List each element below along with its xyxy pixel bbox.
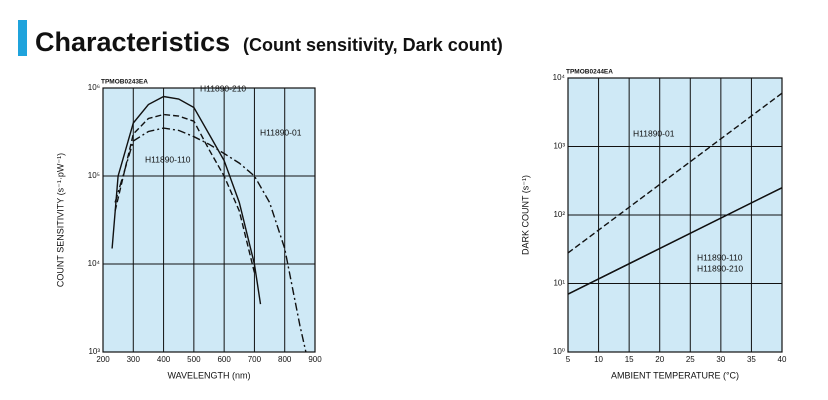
series-label: H11890-210 — [697, 263, 743, 273]
y-tick-label: 10³ — [88, 347, 100, 356]
y-tick-label: 10⁰ — [553, 347, 565, 356]
x-tick-label: 500 — [187, 355, 201, 364]
x-tick-label: 15 — [625, 355, 634, 364]
x-tick-label: 30 — [716, 355, 725, 364]
page-subtitle: (Count sensitivity, Dark count) — [243, 35, 503, 55]
y-tick-label: 10⁶ — [88, 83, 100, 92]
plot-area — [102, 87, 316, 353]
chart-code: TPMOB0243EA — [101, 79, 148, 86]
page-title: Characteristics — [35, 27, 230, 57]
x-axis-label: AMBIENT TEMPERATURE (°C) — [611, 370, 739, 380]
x-axis-label: WAVELENGTH (nm) — [167, 370, 250, 380]
series-line — [111, 95, 262, 305]
x-tick-label: 400 — [157, 355, 171, 364]
x-tick-label: 20 — [655, 355, 664, 364]
y-tick-label: 10³ — [553, 142, 565, 151]
y-axis-label: COUNT SENSITIVITY (s⁻¹·pW⁻¹) — [55, 153, 65, 287]
y-tick-label: 10⁴ — [553, 73, 566, 82]
chart-code: TPMOB0244EA — [566, 69, 613, 76]
y-tick-label: 10⁴ — [88, 259, 101, 268]
y-tick-label: 10¹ — [553, 279, 565, 288]
x-tick-label: 300 — [127, 355, 141, 364]
series-label: H11890-210 — [200, 83, 246, 93]
x-tick-label: 700 — [248, 355, 262, 364]
x-tick-label: 5 — [566, 355, 571, 364]
x-tick-label: 200 — [96, 355, 110, 364]
series-label: H11890-01 — [260, 127, 302, 137]
y-axis-label: DARK COUNT (s⁻¹) — [520, 175, 530, 255]
x-tick-label: 10 — [594, 355, 603, 364]
series-line — [567, 187, 783, 295]
series-label: H11890-110 — [145, 154, 191, 164]
series-label: H11890-01 — [633, 128, 675, 138]
y-tick-label: 10⁵ — [88, 171, 100, 180]
series-label: H11890-110 — [697, 252, 743, 262]
y-tick-label: 10² — [553, 210, 565, 219]
x-tick-label: 900 — [308, 355, 322, 364]
series-line — [114, 127, 307, 353]
x-tick-label: 25 — [686, 355, 695, 364]
heading-bar — [18, 20, 27, 56]
x-tick-label: 40 — [778, 355, 787, 364]
x-tick-label: 600 — [217, 355, 231, 364]
x-tick-label: 800 — [278, 355, 292, 364]
x-tick-label: 35 — [747, 355, 756, 364]
series-line — [114, 113, 256, 273]
